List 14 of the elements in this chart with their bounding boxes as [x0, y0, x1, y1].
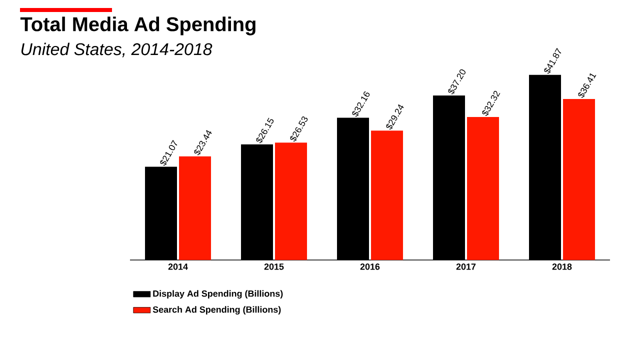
- x-tick-label: 2014: [168, 264, 188, 270]
- bar: [179, 156, 212, 260]
- x-tick-label: 2018: [552, 264, 572, 270]
- chart-title: Total Media Ad Spending: [20, 16, 256, 36]
- legend-label: Display Ad Spending (Billions): [153, 290, 283, 299]
- bar: [371, 130, 404, 260]
- bar: [275, 142, 308, 260]
- chart-subtitle: United States, 2014-2018: [21, 42, 212, 58]
- bar: [563, 98, 596, 260]
- x-tick-label: 2016: [360, 264, 380, 270]
- x-tick-label: 2015: [264, 264, 284, 270]
- bar: [467, 117, 500, 260]
- legend-label: Search Ad Spending (Billions): [152, 306, 281, 315]
- x-tick-label: 2017: [456, 264, 476, 270]
